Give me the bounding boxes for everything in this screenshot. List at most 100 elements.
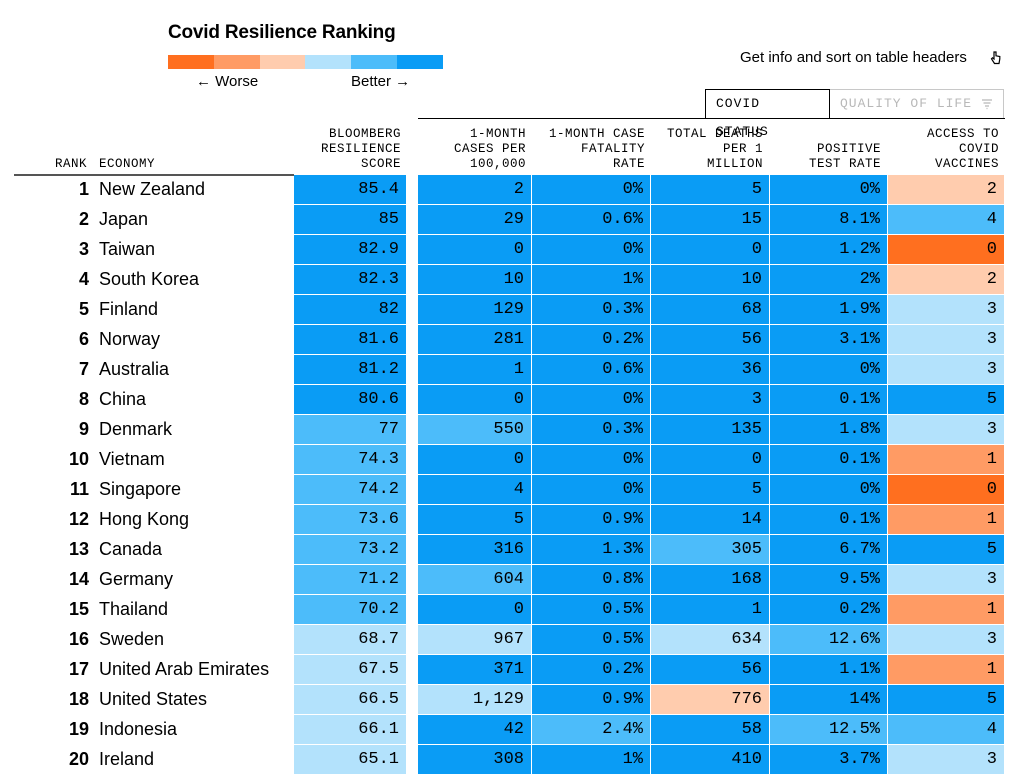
vaccine-access-cell: 2 <box>888 175 1005 205</box>
table-row[interactable]: 20 Ireland 65.1 308 1% 410 3.7% 3 <box>0 745 1030 775</box>
deaths-cell: 410 <box>651 745 770 775</box>
table-row[interactable]: 14 Germany 71.2 604 0.8% 168 9.5% 3 <box>0 565 1030 595</box>
score-cell: 73.6 <box>294 505 407 535</box>
table-row[interactable]: 9 Denmark 77 550 0.3% 135 1.8% 3 <box>0 415 1030 445</box>
table-row[interactable]: 1 New Zealand 85.4 2 0% 5 0% 2 <box>0 175 1030 205</box>
economy-cell: Ireland <box>99 749 155 769</box>
fatality-cell: 0.9% <box>532 685 651 715</box>
header-cases[interactable]: 1-MONTH CASES PER 100,000 <box>453 127 526 171</box>
table-row[interactable]: 12 Hong Kong 73.6 5 0.9% 14 0.1% 1 <box>0 505 1030 535</box>
table-row[interactable]: 4 South Korea 82.3 10 1% 10 2% 2 <box>0 265 1030 295</box>
positive-rate-cell: 2% <box>770 265 888 295</box>
fatality-cell: 0.2% <box>532 325 651 355</box>
vaccine-access-cell: 1 <box>888 505 1005 535</box>
fatality-cell: 0% <box>532 385 651 415</box>
page-title: Covid Resilience Ranking <box>168 22 396 43</box>
cases-cell: 604 <box>418 565 532 595</box>
header-divider <box>14 174 294 176</box>
economy-cell: New Zealand <box>99 179 206 199</box>
positive-rate-cell: 1.9% <box>770 295 888 325</box>
rank-cell: 11 <box>69 479 89 499</box>
cases-cell: 4 <box>418 475 532 505</box>
legend-swatch <box>351 55 398 69</box>
cases-cell: 316 <box>418 535 532 565</box>
cases-cell: 10 <box>418 265 532 295</box>
deaths-cell: 15 <box>651 205 770 235</box>
vaccine-access-cell: 3 <box>888 295 1005 325</box>
vaccine-access-cell: 3 <box>888 625 1005 655</box>
header-total-deaths[interactable]: TOTAL DEATHS PER 1 MILLION <box>666 127 763 171</box>
fatality-cell: 0.2% <box>532 655 651 685</box>
table-row[interactable]: 11 Singapore 74.2 4 0% 5 0% 0 <box>0 475 1030 505</box>
deaths-cell: 14 <box>651 505 770 535</box>
rank-cell: 2 <box>78 209 89 229</box>
fatality-cell: 0% <box>532 175 651 205</box>
fatality-cell: 0.8% <box>532 565 651 595</box>
positive-rate-cell: 0.1% <box>770 445 888 475</box>
header-vaccine-access[interactable]: ACCESS TO COVID VACCINES <box>926 127 999 171</box>
fatality-cell: 0.6% <box>532 205 651 235</box>
header-positive-test-rate[interactable]: POSITIVE TEST RATE <box>808 142 881 171</box>
fatality-cell: 0.3% <box>532 415 651 445</box>
positive-rate-cell: 8.1% <box>770 205 888 235</box>
economy-cell: Germany <box>99 569 174 589</box>
cases-cell: 2 <box>418 175 532 205</box>
tab-quality-of-life[interactable]: QUALITY OF LIFE <box>830 89 1004 119</box>
vaccine-access-cell: 4 <box>888 205 1005 235</box>
table-row[interactable]: 15 Thailand 70.2 0 0.5% 1 0.2% 1 <box>0 595 1030 625</box>
deaths-cell: 3 <box>651 385 770 415</box>
rank-cell: 13 <box>68 539 89 559</box>
rank-cell: 12 <box>68 509 89 529</box>
positive-rate-cell: 1.2% <box>770 235 888 265</box>
score-cell: 74.2 <box>294 475 407 505</box>
economy-cell: China <box>99 389 147 409</box>
header-resilience-score[interactable]: BLOOMBERG RESILIENCE SCORE <box>320 127 401 171</box>
deaths-cell: 168 <box>651 565 770 595</box>
table-row[interactable]: 3 Taiwan 82.9 0 0% 0 1.2% 0 <box>0 235 1030 265</box>
fatality-cell: 1% <box>532 745 651 775</box>
tab-covid-status[interactable]: COVID STATUS <box>705 89 830 139</box>
economy-cell: South Korea <box>99 269 200 289</box>
vaccine-access-cell: 4 <box>888 715 1005 745</box>
rank-cell: 7 <box>78 359 89 379</box>
vaccine-access-cell: 5 <box>888 385 1005 415</box>
economy-cell: Hong Kong <box>99 509 190 529</box>
header-fatality-rate[interactable]: 1-MONTH CASE FATALITY RATE <box>548 127 645 171</box>
score-cell: 85 <box>294 205 407 235</box>
filter-icon <box>982 99 992 110</box>
cases-cell: 5 <box>418 505 532 535</box>
rank-cell: 8 <box>78 389 89 409</box>
score-cell: 68.7 <box>294 625 407 655</box>
header-rank[interactable]: RANK <box>55 157 88 171</box>
table-row[interactable]: 2 Japan 85 29 0.6% 15 8.1% 4 <box>0 205 1030 235</box>
score-cell: 77 <box>294 415 407 445</box>
score-cell: 81.6 <box>294 325 407 355</box>
positive-rate-cell: 0.1% <box>770 505 888 535</box>
table-row[interactable]: 16 Sweden 68.7 967 0.5% 634 12.6% 3 <box>0 625 1030 655</box>
fatality-cell: 0.6% <box>532 355 651 385</box>
cases-cell: 0 <box>418 235 532 265</box>
table-row[interactable]: 19 Indonesia 66.1 42 2.4% 58 12.5% 4 <box>0 715 1030 745</box>
legend-swatch <box>397 55 443 69</box>
deaths-cell: 5 <box>651 475 770 505</box>
tab-quality-of-life-label: QUALITY OF LIFE <box>840 96 973 111</box>
economy-cell: Norway <box>99 329 161 349</box>
deaths-cell: 634 <box>651 625 770 655</box>
table-row[interactable]: 5 Finland 82 129 0.3% 68 1.9% 3 <box>0 295 1030 325</box>
header-economy[interactable]: ECONOMY <box>99 157 156 171</box>
table-row[interactable]: 7 Australia 81.2 1 0.6% 36 0% 3 <box>0 355 1030 385</box>
positive-rate-cell: 1.1% <box>770 655 888 685</box>
table-row[interactable]: 18 United States 66.5 1,129 0.9% 776 14% 5 <box>0 685 1030 715</box>
table-row[interactable]: 6 Norway 81.6 281 0.2% 56 3.1% 3 <box>0 325 1030 355</box>
table-row[interactable]: 10 Vietnam 74.3 0 0% 0 0.1% 1 <box>0 445 1030 475</box>
deaths-cell: 0 <box>651 445 770 475</box>
table-row[interactable]: 17 United Arab Emirates 67.5 371 0.2% 56 1.1% 1 <box>0 655 1030 685</box>
vaccine-access-cell: 2 <box>888 265 1005 295</box>
vaccine-access-cell: 0 <box>888 235 1005 265</box>
table-row[interactable]: 13 Canada 73.2 316 1.3% 305 6.7% 5 <box>0 535 1030 565</box>
deaths-cell: 135 <box>651 415 770 445</box>
table-row[interactable]: 8 China 80.6 0 0% 3 0.1% 5 <box>0 385 1030 415</box>
vaccine-access-cell: 3 <box>888 325 1005 355</box>
economy-cell: Singapore <box>99 479 182 499</box>
score-cell: 66.5 <box>294 685 407 715</box>
